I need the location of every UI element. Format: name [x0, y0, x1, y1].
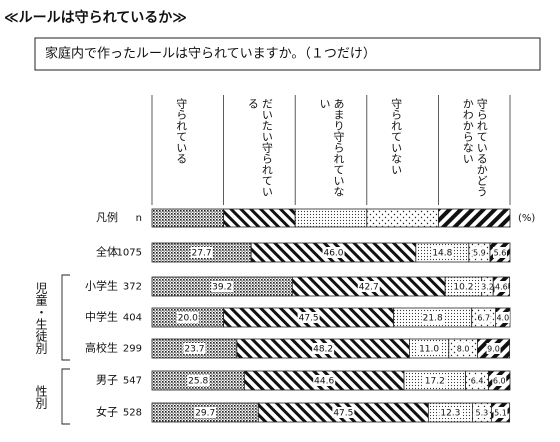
value-label: 4.6	[495, 283, 508, 292]
n-value: 528	[123, 408, 142, 419]
value-label: 12.3	[440, 409, 460, 419]
label-bg	[456, 343, 471, 354]
value-label: 5.3	[476, 409, 489, 418]
value-label: 5.9	[473, 249, 486, 258]
n-value: 404	[123, 313, 142, 324]
label-bg	[183, 343, 206, 354]
label-bg	[452, 281, 475, 292]
value-label: 10.2	[453, 283, 473, 293]
label-bg	[480, 281, 495, 292]
legend-swatch	[151, 208, 224, 228]
question: 家庭内で作ったルールは守られていますか。（１つだけ）	[45, 46, 376, 62]
legend-swatch	[294, 208, 368, 228]
value-label: 5.1	[494, 409, 507, 418]
value-label: 47.5	[299, 314, 319, 324]
group-label: 性別	[34, 384, 48, 409]
label-bg	[312, 343, 335, 354]
value-label: 23.7	[184, 345, 204, 355]
category-label: 高校生	[85, 341, 118, 355]
value-label: 5.6	[494, 249, 507, 258]
label-bg	[493, 407, 508, 418]
value-label: 9.0	[487, 345, 500, 354]
label-bg	[332, 407, 355, 418]
legend-swatch	[437, 208, 511, 228]
label-bg	[421, 312, 444, 323]
value-label: 48.2	[313, 345, 333, 355]
value-label: 46.0	[323, 249, 343, 259]
n-value: 1075	[117, 248, 142, 259]
legend-label: あまり守られていない	[318, 98, 345, 197]
value-label: 25.8	[188, 377, 208, 387]
legend-swatch	[223, 208, 296, 228]
legend-label: 守られているかどうかわからない	[461, 98, 489, 197]
label-bg	[439, 407, 462, 418]
label-bg	[297, 312, 320, 323]
label-bg	[176, 312, 199, 323]
label-bg	[313, 375, 336, 386]
category-label: 中学生	[85, 310, 118, 324]
label-bg	[492, 247, 507, 258]
value-label: 6.7	[477, 314, 490, 323]
label-bg	[211, 281, 234, 292]
label-bg	[474, 407, 489, 418]
value-label: 42.7	[359, 283, 379, 293]
n-value: 547	[123, 376, 142, 387]
n-value: 372	[123, 282, 142, 293]
value-label: 17.2	[425, 377, 445, 387]
legend-title: 凡例	[96, 210, 118, 224]
category-label: 小学生	[85, 279, 118, 293]
value-label: 29.7	[195, 409, 215, 419]
category-label: 全体	[96, 245, 118, 259]
legend-swatch	[366, 208, 439, 228]
legend-label: 守られている	[174, 98, 188, 164]
n-label: n	[136, 213, 142, 224]
group-label: 児童・生徒別	[34, 281, 48, 354]
value-label: 8.0	[457, 345, 470, 354]
group-bracket	[61, 274, 70, 361]
group-bracket	[61, 368, 70, 425]
label-bg	[494, 281, 509, 292]
value-label: 20.0	[178, 314, 198, 324]
value-label: 44.6	[314, 377, 334, 387]
value-label: 3.2	[481, 283, 494, 292]
question-box	[34, 37, 541, 71]
value-label: 14.8	[432, 249, 452, 259]
label-bg	[431, 247, 454, 258]
category-label: 女子	[96, 405, 118, 419]
label-bg	[423, 375, 446, 386]
label-bg	[322, 247, 345, 258]
legend-label: だいたい守られている	[246, 98, 274, 197]
label-bg	[492, 375, 507, 386]
chart-title: ≪ルールは守られているか≫	[4, 9, 187, 26]
label-bg	[194, 407, 217, 418]
label-bg	[470, 375, 485, 386]
value-label: 6.4	[471, 377, 484, 386]
label-bg	[486, 343, 501, 354]
value-label: 27.7	[192, 249, 212, 259]
value-label: 47.5	[333, 409, 353, 419]
value-label: 21.8	[423, 314, 443, 324]
n-value: 299	[123, 344, 142, 355]
legend-label: 守られていない	[389, 98, 403, 175]
value-label: 4.0	[496, 314, 509, 323]
label-bg	[190, 247, 213, 258]
label-bg	[187, 375, 210, 386]
label-bg	[357, 281, 380, 292]
value-label: 6.0	[493, 377, 506, 386]
value-label: 39.2	[212, 283, 232, 293]
label-bg	[418, 343, 441, 354]
value-label: 11.0	[419, 345, 439, 355]
category-label: 男子	[96, 374, 118, 387]
label-bg	[495, 312, 510, 323]
unit-label: (%)	[518, 213, 535, 224]
label-bg	[476, 312, 491, 323]
label-bg	[472, 247, 487, 258]
